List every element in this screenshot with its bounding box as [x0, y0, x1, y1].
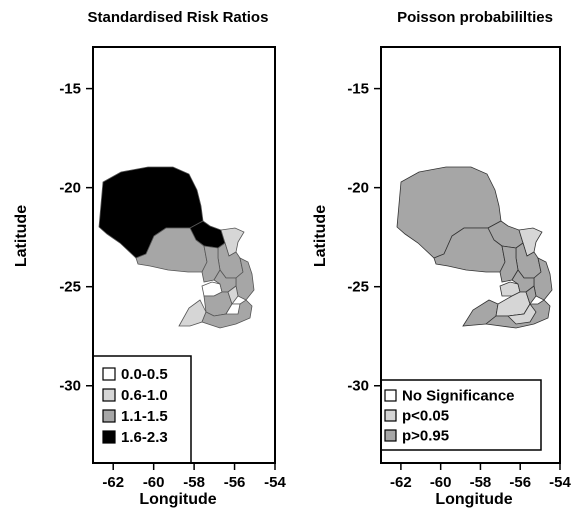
legend-swatch [102, 367, 116, 381]
legend: No Significance p<0.05 p>0.95 [380, 379, 542, 451]
region-alto-parana [533, 257, 553, 301]
x-tick-label: -62 [390, 474, 412, 491]
y-axis-label: Latitude [312, 205, 329, 267]
y-tick-label: -15 [59, 81, 81, 98]
x-axis-label: Longitude [139, 491, 216, 508]
legend: 0.0-0.5 0.6-1.0 1.1-1.5 1.6-2.3 [92, 355, 192, 464]
x-tick-label: -56 [224, 474, 246, 491]
plot-frame [380, 46, 561, 464]
legend-swatch [102, 430, 116, 444]
y-tick-label: -20 [347, 180, 369, 197]
y-tick-label: -20 [59, 180, 81, 197]
region-misiones [525, 285, 537, 305]
y-tick-label: -15 [347, 81, 369, 98]
region-caazapa [225, 303, 241, 315]
map-regions [396, 166, 553, 329]
legend-swatch [102, 388, 116, 402]
legend-label: 1.6-2.3 [121, 429, 168, 446]
y-axis-label: Latitude [13, 205, 30, 267]
legend-label: 1.1-1.5 [121, 408, 168, 425]
region-alto-parana [235, 257, 255, 301]
x-axis-label: Longitude [435, 491, 512, 508]
ticks: -62 -60 -58 -56 -54 -15 -20 -25 -30 [347, 81, 571, 491]
panel-poisson-probabilities: Poisson probabililties Longitude Latitud… [312, 9, 571, 508]
x-tick-label: -56 [509, 474, 531, 491]
plot-frame [92, 46, 276, 464]
chart-title: Poisson probabililties [397, 9, 553, 26]
legend-swatch [384, 429, 397, 442]
region-caazapa [507, 303, 537, 325]
x-tick-label: -62 [102, 474, 124, 491]
panel-risk-ratios: Standardised Risk Ratios Longitude Latit… [13, 9, 286, 508]
y-tick-label: -25 [59, 279, 81, 296]
legend-swatch [384, 389, 397, 402]
ticks: -62 -60 -58 -56 -54 -15 -20 -25 -30 [59, 81, 286, 491]
x-tick-label: -54 [264, 474, 286, 491]
legend-label: No Significance [402, 388, 515, 405]
x-tick-label: -54 [549, 474, 571, 491]
y-tick-label: -25 [347, 279, 369, 296]
region-misiones [227, 285, 239, 305]
map-regions [98, 166, 255, 329]
x-tick-label: -60 [143, 474, 165, 491]
legend-swatch [384, 409, 397, 422]
legend-label: p<0.05 [402, 408, 449, 425]
legend-label: p>0.95 [402, 428, 449, 445]
x-tick-label: -60 [430, 474, 452, 491]
legend-swatch [102, 409, 116, 423]
y-tick-label: -30 [347, 378, 369, 395]
y-tick-label: -30 [59, 378, 81, 395]
legend-label: 0.0-0.5 [121, 366, 168, 383]
x-tick-label: -58 [183, 474, 205, 491]
x-tick-label: -58 [470, 474, 492, 491]
legend-label: 0.6-1.0 [121, 387, 168, 404]
chart-title: Standardised Risk Ratios [88, 9, 269, 26]
